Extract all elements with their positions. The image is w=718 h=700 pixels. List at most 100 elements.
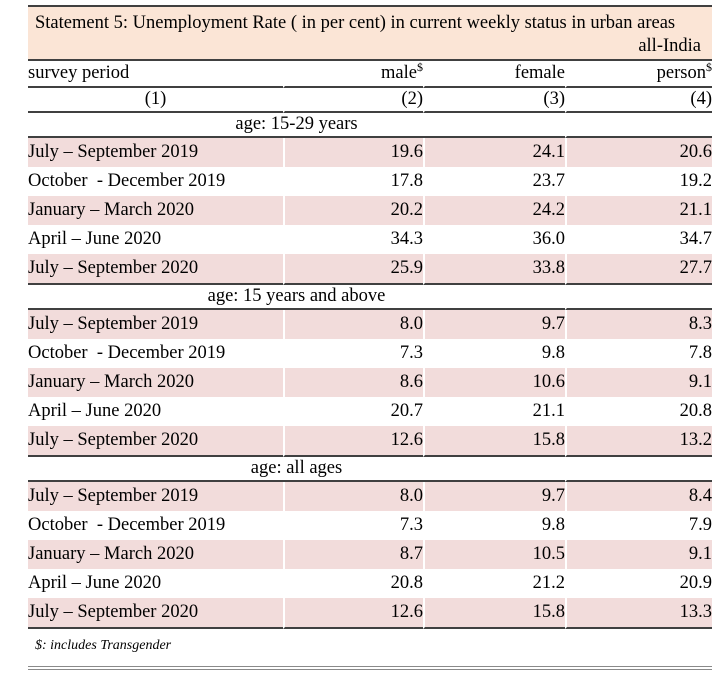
cell-period: July – September 2019: [28, 138, 283, 167]
cell-period: July – September 2019: [28, 482, 283, 511]
cell-female: 36.0: [423, 225, 565, 254]
cell-male: 7.3: [283, 339, 423, 368]
cell-period: April – June 2020: [28, 573, 162, 593]
column-header-male: male$: [283, 61, 423, 88]
cell-period: January – March 2020: [28, 368, 283, 397]
cell-male: 20.8: [283, 569, 423, 598]
cell-female: 10.6: [423, 368, 565, 397]
table-row: July – September 2020 25.9 33.8 27.7: [28, 254, 712, 285]
column-number-2: (2): [283, 88, 423, 113]
cell-male: 17.8: [283, 167, 423, 196]
table-row: July – September 2019 8.0 9.7 8.4: [28, 482, 712, 511]
cell-person: 13.3: [565, 598, 712, 629]
cell-female: 21.1: [423, 397, 565, 426]
age-group-header-15-above: age: 15 years and above: [28, 285, 712, 310]
cell-female: 24.2: [423, 196, 565, 225]
table-row: October - December 2019 17.8 23.7 19.2: [28, 167, 712, 196]
column-number-1: (1): [28, 88, 283, 113]
cell-period: January – March 2020: [28, 196, 283, 225]
column-number-4: (4): [565, 88, 712, 113]
column-header-female: female: [423, 61, 565, 88]
age-group-header-spacer: [565, 285, 712, 310]
age-group-label: age: all ages: [28, 457, 565, 482]
cell-person: 9.1: [565, 368, 712, 397]
cell-male: 34.3: [283, 225, 423, 254]
cell-female: 33.8: [423, 254, 565, 285]
cell-period: October - December 2019: [28, 171, 226, 191]
cell-person: 19.2: [565, 167, 712, 196]
age-group-label: age: 15 years and above: [28, 285, 565, 310]
unemployment-table: survey period male$ female person$ (1) (…: [28, 61, 712, 629]
cell-period: July – September 2019: [28, 310, 283, 339]
cell-person: 21.1: [565, 196, 712, 225]
cell-person: 20.6: [565, 138, 712, 167]
column-header-period: survey period: [28, 61, 283, 88]
statement-title: Statement 5: Unemployment Rate ( in per …: [35, 13, 676, 33]
cell-period: April – June 2020: [28, 401, 162, 421]
cell-female: 21.2: [423, 569, 565, 598]
cell-male: 20.2: [283, 196, 423, 225]
cell-person: 8.4: [565, 482, 712, 511]
male-footnote-marker: $: [417, 61, 423, 74]
cell-male: 8.7: [283, 540, 423, 569]
table-row: April – June 2020 34.3 36.0 34.7: [28, 225, 712, 254]
region-label: all-India: [638, 36, 701, 56]
cell-person: 7.8: [565, 339, 712, 368]
cell-female: 10.5: [423, 540, 565, 569]
cell-female: 15.8: [423, 426, 565, 457]
table-row: July – September 2020 12.6 15.8 13.3: [28, 598, 712, 629]
table-row: January – March 2020 8.7 10.5 9.1: [28, 540, 712, 569]
male-header-text: male: [381, 63, 417, 83]
cell-male: 25.9: [283, 254, 423, 285]
age-group-label: age: 15-29 years: [28, 113, 565, 138]
cell-period: July – September 2020: [28, 254, 283, 285]
cell-male: 20.7: [283, 397, 423, 426]
cell-male: 8.6: [283, 368, 423, 397]
table-row: October - December 2019 7.3 9.8 7.8: [28, 339, 712, 368]
age-group-header-spacer: [565, 457, 712, 482]
cell-period: October - December 2019: [28, 343, 226, 363]
table-row: January – March 2020 20.2 24.2 21.1: [28, 196, 712, 225]
person-header-text: person: [656, 63, 706, 83]
table-row: April – June 2020 20.7 21.1 20.8: [28, 397, 712, 426]
cell-person: 27.7: [565, 254, 712, 285]
age-group-header-all-ages: age: all ages: [28, 457, 712, 482]
cell-person: 9.1: [565, 540, 712, 569]
footnote: $: includes Transgender: [28, 629, 712, 670]
cell-period: October - December 2019: [28, 515, 226, 535]
cell-female: 15.8: [423, 598, 565, 629]
cell-female: 9.8: [423, 511, 565, 540]
cell-male: 12.6: [283, 598, 423, 629]
table-row: July – September 2019 19.6 24.1 20.6: [28, 138, 712, 167]
cell-person: 8.3: [565, 310, 712, 339]
cell-person: 7.9: [565, 511, 712, 540]
cell-person: 20.9: [565, 569, 712, 598]
person-footnote-marker: $: [706, 61, 712, 74]
table-row: April – June 2020 20.8 21.2 20.9: [28, 569, 712, 598]
cell-period: January – March 2020: [28, 540, 283, 569]
cell-person: 34.7: [565, 225, 712, 254]
cell-female: 24.1: [423, 138, 565, 167]
cell-female: 9.8: [423, 339, 565, 368]
cell-female: 9.7: [423, 310, 565, 339]
cell-person: 20.8: [565, 397, 712, 426]
cell-male: 12.6: [283, 426, 423, 457]
cell-female: 23.7: [423, 167, 565, 196]
cell-male: 8.0: [283, 310, 423, 339]
statement-table: Statement 5: Unemployment Rate ( in per …: [28, 5, 712, 670]
cell-period: July – September 2020: [28, 426, 283, 457]
column-number-3: (3): [423, 88, 565, 113]
table-row: January – March 2020 8.6 10.6 9.1: [28, 368, 712, 397]
cell-male: 8.0: [283, 482, 423, 511]
column-number-row: (1) (2) (3) (4): [28, 88, 712, 113]
age-group-header-spacer: [565, 113, 712, 138]
table-row: October - December 2019 7.3 9.8 7.9: [28, 511, 712, 540]
age-group-header-15-29: age: 15-29 years: [28, 113, 712, 138]
cell-period: July – September 2020: [28, 598, 283, 629]
cell-male: 19.6: [283, 138, 423, 167]
cell-period: April – June 2020: [28, 229, 162, 249]
cell-female: 9.7: [423, 482, 565, 511]
cell-male: 7.3: [283, 511, 423, 540]
cell-person: 13.2: [565, 426, 712, 457]
